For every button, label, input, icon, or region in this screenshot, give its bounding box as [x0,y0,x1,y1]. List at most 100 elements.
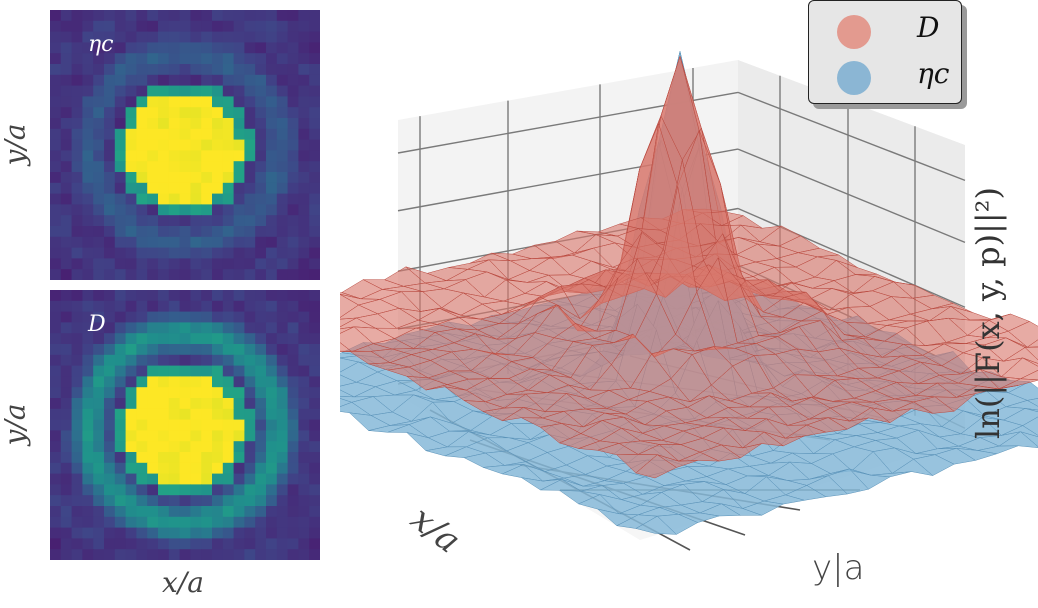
heatmap-cell [71,495,83,507]
heatmap-cell [276,387,289,399]
heatmap-cell [147,354,159,367]
heatmap-cell [222,128,235,141]
heatmap-cell [309,538,320,550]
heatmap-cell [60,387,73,399]
heatmap-cell [190,344,202,356]
heatmap-cell [168,172,181,184]
heatmap-cell [233,484,245,496]
heatmap-cell [50,182,62,195]
heatmap-cell [309,139,320,151]
heatmap-cell [255,128,267,141]
heatmap-cell [212,344,224,356]
heatmap-cell [136,441,148,453]
heatmap-cell [114,495,127,507]
heatmap-cell [255,215,267,227]
heatmap-cell [125,236,137,249]
heatmap-cell [287,527,299,539]
heatmap-cell [190,64,202,76]
heatmap-cell [104,354,116,367]
heatmap-cell [298,473,310,485]
heatmap-cell [93,215,105,227]
surface-facet [340,292,361,300]
heatmap-cell [147,128,159,141]
heatmap-cell [93,398,105,410]
heatmap-cell [276,452,289,464]
heatmap-cell [82,462,94,475]
heatmap-cell [201,333,213,345]
heatmap-cell [298,85,310,97]
heatmap-cell [50,354,62,367]
heatmap-cell [298,408,310,421]
heatmap-cell [136,333,148,345]
heatmap-cell [276,408,289,421]
heatmap-cell [233,193,245,205]
heatmap-cell [104,226,116,238]
heatmap-cell [287,376,299,388]
heatmap-cell [179,85,191,97]
heatmap-cell [255,236,267,249]
heatmap-cell [309,247,320,259]
heatmap-cell [179,365,191,377]
heatmap-cell [222,408,235,421]
heatmap-cell [266,549,278,560]
heatmap-cell [266,344,278,356]
heatmap-cell [104,430,116,442]
heatmap-cell [168,64,181,76]
heatmap-cell [233,430,245,442]
heatmap-cell [266,419,278,431]
heatmap-cell [244,172,256,184]
heatmap-cell [298,344,310,356]
heatmap-cell [298,53,310,65]
heatmap-cell [60,322,73,334]
heatmap-cell [309,365,320,377]
heatmap-cell [179,452,191,464]
heatmap-cell [82,204,94,216]
heatmap-cell [190,204,202,216]
heatmap-cell [104,236,116,249]
heatmap-cell [201,430,213,442]
heatmap-cell [50,85,62,97]
legend-swatch-eta [837,61,871,95]
heatmap-cell [50,161,62,173]
heatmap-cell [201,64,213,76]
heatmap-cell [201,10,213,22]
heatmap-cell [82,398,94,410]
heatmap-cell [136,247,148,259]
heatmap-cell [222,10,235,22]
heatmap-cell [201,354,213,367]
heatmap-cell [168,365,181,377]
heatmap-cell [287,118,299,130]
heatmap-cell [276,53,289,65]
heatmap-cell [71,172,83,184]
heatmap-cell [276,300,289,313]
heatmap-cell [82,107,94,119]
heatmap-cell [114,473,127,485]
heatmap-cell [136,484,148,496]
heatmap-cell [136,430,148,442]
heatmap-cell [212,226,224,238]
heatmap-cell [266,484,278,496]
heatmap-cell [222,161,235,173]
heatmap-cell [71,182,83,195]
heatmap-cell [298,506,310,518]
heatmap-cell [201,322,213,334]
heatmap-cell [50,495,62,507]
heatmap-cell [93,161,105,173]
heatmap-cell [244,344,256,356]
heatmap-cell [309,215,320,227]
heatmap-cell [266,247,278,259]
heatmap-cell [201,549,213,560]
heatmap-cell [266,20,278,33]
heatmap-cell [244,64,256,76]
heatmap-cell [158,441,170,453]
heatmap-cell [82,527,94,539]
heatmap-cell [168,506,181,518]
heatmap-cell [255,193,267,205]
heatmap-cell [50,258,62,270]
heatmap-cell [136,322,148,334]
heatmap-cell [93,516,105,529]
heatmap-cell [104,107,116,119]
heatmap-cell [168,430,181,442]
heatmap-cell [309,53,320,65]
heatmap-cell [212,538,224,550]
